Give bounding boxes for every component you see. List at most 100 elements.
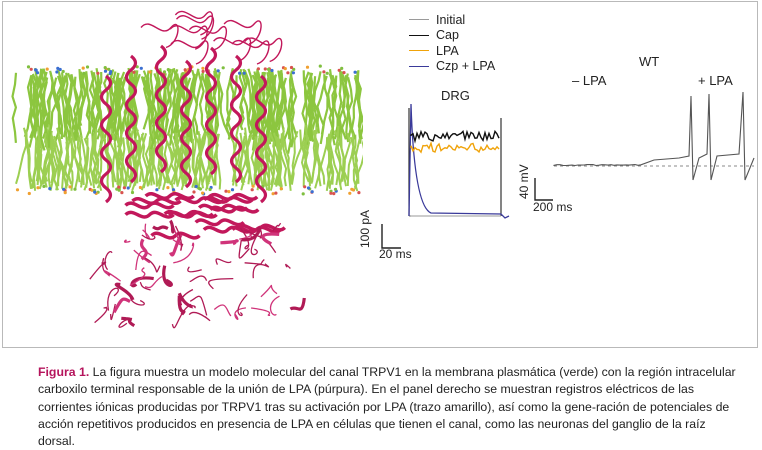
lipid (251, 68, 259, 140)
intracellular-helix (231, 225, 282, 234)
coil (162, 265, 173, 287)
intracellular-helix (124, 201, 175, 210)
lipid (168, 146, 177, 191)
lipid-headgroup (85, 65, 90, 69)
lipid-headgroup (221, 66, 225, 70)
lipid (116, 134, 124, 191)
lipid-headgroup (242, 71, 246, 75)
lipid (288, 70, 298, 138)
coil (121, 316, 136, 328)
loop (244, 37, 283, 63)
coil (213, 304, 232, 317)
transmembrane-helix (229, 54, 243, 184)
lipid (264, 137, 271, 191)
coil (168, 219, 175, 234)
lipid-headgroup (333, 187, 338, 191)
coil (261, 232, 280, 246)
transmembrane-helix (154, 44, 168, 174)
coil (220, 239, 239, 246)
lipid-headgroup (45, 67, 49, 71)
lipid-headgroup (132, 70, 136, 74)
legend-item-lpa: LPA (409, 43, 495, 59)
coil (188, 312, 211, 322)
loop (223, 19, 262, 45)
lipid (92, 129, 98, 185)
transmembrane-helix (254, 74, 268, 204)
lipid (90, 67, 100, 134)
lipid-headgroup (337, 68, 341, 72)
lipid-headgroup (318, 64, 322, 68)
drg-scale-x-label: 20 ms (379, 247, 412, 261)
intracellular-helix (163, 209, 215, 218)
lipid-headgroup (73, 187, 77, 191)
plus-lpa-label: + LPA (698, 73, 733, 88)
lipid-headgroup (183, 68, 187, 72)
minus-lpa-label: – LPA (572, 73, 607, 88)
lipid (113, 77, 125, 142)
lipid (157, 68, 167, 133)
wt-scale-y-label: 40 mV (517, 164, 531, 199)
lipid-headgroup (305, 65, 310, 69)
transmembrane-helix (204, 46, 218, 176)
lipid (15, 134, 28, 185)
lipid-headgroup (301, 192, 305, 196)
transmembrane-helix (179, 59, 193, 189)
lipid (224, 68, 234, 128)
coil (144, 257, 161, 273)
lipid-headgroup (93, 190, 97, 194)
lipid (247, 68, 256, 138)
lipid (51, 138, 62, 191)
lipid-headgroup (56, 66, 60, 70)
lipid (74, 137, 82, 189)
lipid-headgroup (61, 69, 65, 74)
lipid-headgroup (325, 71, 329, 75)
lipid (269, 68, 279, 133)
lipid-headgroup (266, 67, 271, 71)
lipid (314, 133, 331, 189)
lipid (213, 67, 221, 140)
lipid-headgroup (329, 191, 333, 195)
coil (244, 228, 262, 237)
coil (284, 263, 291, 269)
lipid (118, 129, 128, 187)
lipid-headgroup (227, 190, 231, 194)
loop (175, 15, 215, 40)
lipid (149, 77, 161, 150)
lipid (33, 133, 48, 188)
wt-title: WT (639, 54, 660, 69)
legend-item-czp-lpa: Czp + LPA (409, 59, 495, 75)
lipid-headgroup (348, 191, 352, 195)
lipid-headgroup (81, 66, 85, 70)
lipid-headgroup (224, 189, 228, 193)
lipid (308, 72, 315, 142)
lipid (344, 73, 356, 140)
lipid (131, 139, 141, 192)
coil (107, 287, 120, 311)
lipid-headgroup (103, 69, 108, 73)
lipid (36, 68, 43, 139)
lipid-headgroup (171, 188, 176, 192)
lipid (38, 137, 51, 190)
lipid-headgroup (238, 71, 242, 75)
coil (177, 292, 196, 309)
coil (269, 295, 280, 316)
coil (251, 307, 271, 317)
legend-label: Initial (436, 12, 466, 27)
lipid (157, 136, 164, 186)
coil (130, 276, 154, 288)
coil (169, 233, 183, 257)
lipid-headgroup (36, 186, 40, 190)
lipid (125, 134, 133, 185)
lpa-trace (410, 140, 500, 154)
lipid (313, 129, 326, 185)
caption-label: Figura 1. (38, 365, 90, 379)
wt-scale-x-label: 200 ms (533, 200, 573, 214)
lipid (204, 134, 213, 191)
lipid-headgroup (322, 70, 326, 74)
legend-swatch (409, 34, 429, 36)
coil (187, 266, 202, 273)
caption-text: La figura muestra un modelo molecular de… (38, 365, 736, 449)
lipid-headgroup (270, 68, 274, 73)
lipid-headgroup (29, 67, 33, 71)
lipid-headgroup (279, 187, 283, 191)
